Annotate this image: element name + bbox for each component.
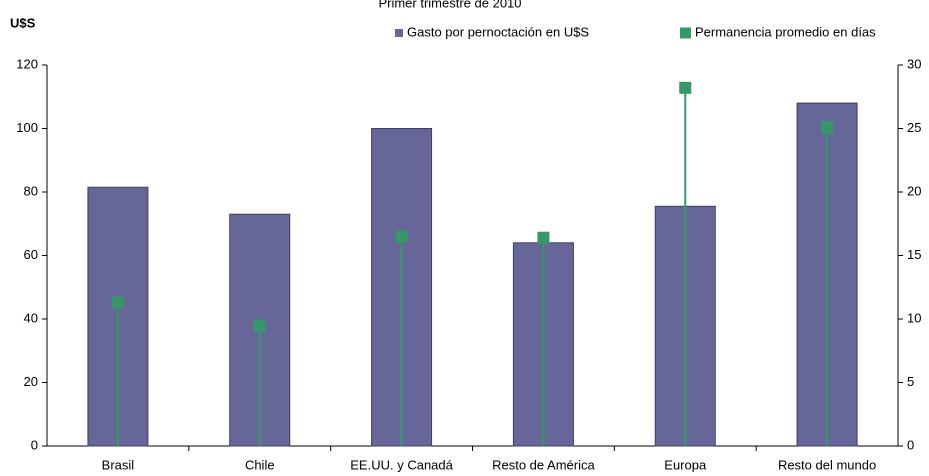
legend-label: Permanencia promedio en días (695, 24, 876, 39)
marker (111, 296, 124, 309)
marker (537, 231, 550, 244)
y2-tick-label: 30 (907, 56, 921, 71)
y-tick-label: 60 (24, 247, 38, 262)
x-tick-label: Resto del mundo (778, 457, 876, 472)
y-axis-label: U$S (10, 15, 36, 30)
y-tick-label: 40 (24, 310, 38, 325)
legend-swatch (395, 29, 403, 37)
x-tick-label: Brasil (102, 457, 135, 472)
y2-tick-label: 10 (907, 310, 921, 325)
y2-tick-label: 20 (907, 183, 921, 198)
y2-tick-label: 5 (907, 374, 914, 389)
legend-label: Gasto por pernoctación en U$S (407, 24, 589, 39)
y-tick-label: 20 (24, 374, 38, 389)
marker (679, 81, 692, 94)
y-tick-label: 100 (16, 120, 38, 135)
marker (821, 121, 834, 134)
y2-tick-label: 0 (907, 437, 914, 452)
chart-title: Primer trimestre de 2010 (378, 0, 521, 10)
y2-tick-label: 15 (907, 247, 921, 262)
x-tick-label: Resto de América (492, 457, 595, 472)
y-tick-label: 0 (31, 437, 38, 452)
x-tick-label: Europa (664, 457, 707, 472)
x-tick-label: Chile (245, 457, 275, 472)
y-tick-label: 80 (24, 183, 38, 198)
x-tick-label: EE.UU. y Canadá (350, 457, 453, 472)
y2-tick-label: 25 (907, 120, 921, 135)
legend-swatch (680, 27, 691, 39)
marker (395, 230, 408, 243)
y-tick-label: 120 (16, 56, 38, 71)
marker (253, 319, 266, 332)
